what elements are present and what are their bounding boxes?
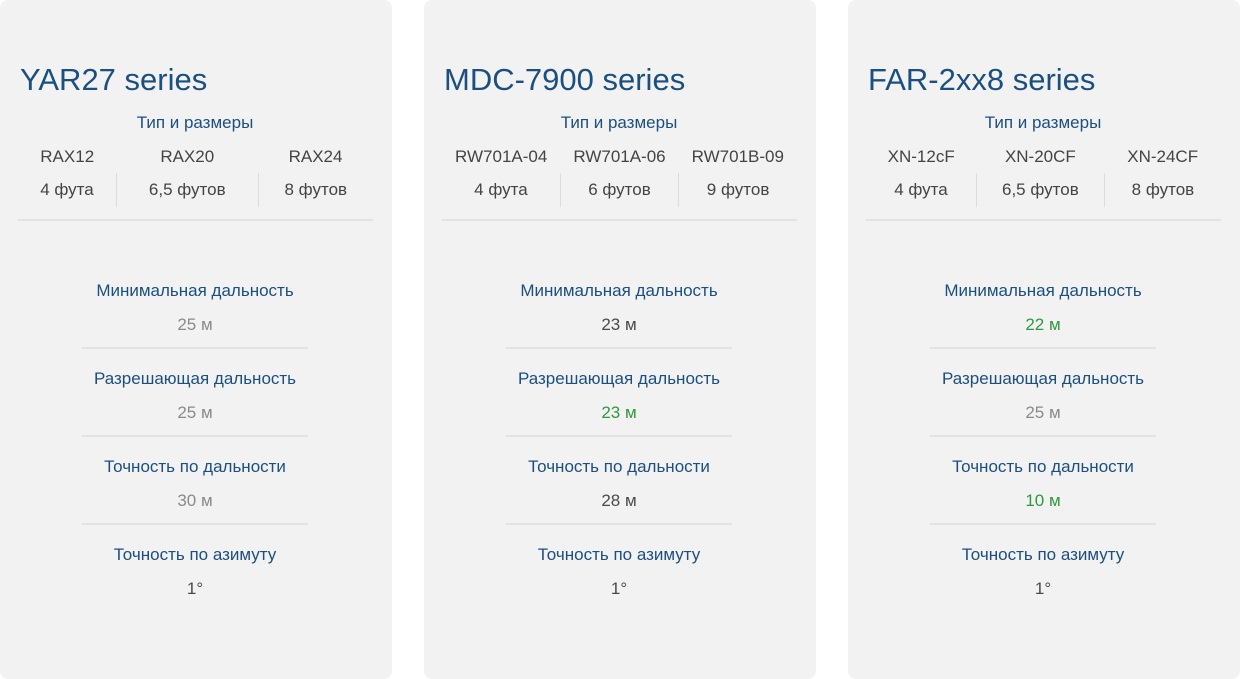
spec-value: 10 м <box>1025 491 1061 510</box>
spec-label: Разрешающая дальность <box>93 369 297 388</box>
type-name: XN-24CF <box>1127 146 1199 166</box>
type-name: RAX20 <box>160 146 215 166</box>
spec-item: Разрешающая дальность 25 м <box>82 368 308 437</box>
spec-item: Минимальная дальность 22 м <box>930 280 1156 349</box>
spec-item: Точность по дальности 30 м <box>82 456 308 525</box>
types-table: RAX12 RAX20 RAX24 4 фута 6,5 футов 8 футов <box>18 140 373 207</box>
type-size: 4 фута <box>474 180 528 199</box>
divider <box>82 523 308 525</box>
spec-value: 1° <box>1034 579 1052 598</box>
spec-item: Разрешающая дальность 23 м <box>506 368 732 437</box>
type-name: RW701B-09 <box>691 146 784 166</box>
spec-value: 30 м <box>177 491 213 510</box>
type-size: 4 фута <box>894 180 948 199</box>
divider <box>82 435 308 437</box>
type-size: 8 футов <box>257 173 373 207</box>
spec-item: Минимальная дальность 25 м <box>82 280 308 349</box>
card-title: YAR27 series <box>20 62 208 97</box>
spec-label: Разрешающая дальность <box>941 369 1145 388</box>
divider <box>506 435 732 437</box>
type-size: 4 фута <box>40 180 94 199</box>
divider <box>930 435 1156 437</box>
types-label: Тип и размеры <box>984 113 1102 132</box>
spec-item: Точность по дальности 10 м <box>930 456 1156 525</box>
type-size: 6,5 футов <box>975 173 1105 207</box>
divider <box>18 219 373 221</box>
spec-item: Минимальная дальность 23 м <box>506 280 732 349</box>
type-size: 6,5 футов <box>115 173 259 207</box>
spec-item: Точность по дальности 28 м <box>506 456 732 525</box>
types-label: Тип и размеры <box>136 113 254 132</box>
type-name: XN-12cF <box>887 146 955 166</box>
spec-label: Точность по азимуту <box>537 545 701 564</box>
divider <box>82 347 308 349</box>
card-title: FAR-2xx8 series <box>868 62 1096 97</box>
spec-label: Минимальная дальность <box>944 281 1142 300</box>
type-name: RW701A-04 <box>455 146 548 166</box>
divider <box>930 523 1156 525</box>
spec-label: Минимальная дальность <box>96 281 294 300</box>
divider <box>442 219 797 221</box>
divider <box>866 219 1221 221</box>
product-card: FAR-2xx8 series Тип и размеры XN-12cF XN-… <box>848 0 1240 679</box>
spec-value: 25 м <box>177 403 213 422</box>
spec-value: 25 м <box>1025 403 1061 422</box>
spec-item: Разрешающая дальность 25 м <box>930 368 1156 437</box>
spec-label: Точность по азимуту <box>961 545 1125 564</box>
type-size: 9 футов <box>678 173 797 207</box>
spec-label: Точность по дальности <box>952 457 1134 476</box>
type-name: RW701A-06 <box>573 146 666 166</box>
spec-value: 22 м <box>1025 315 1061 334</box>
spec-label: Точность по азимуту <box>113 545 277 564</box>
spec-value: 28 м <box>601 491 637 510</box>
divider <box>930 347 1156 349</box>
type-name: XN-20CF <box>1004 146 1076 166</box>
spec-label: Точность по дальности <box>528 457 710 476</box>
product-card: MDC-7900 series Тип и размеры RW701A-04 R… <box>424 0 816 679</box>
types-label: Тип и размеры <box>560 113 678 132</box>
type-size: 6 футов <box>559 173 679 207</box>
type-name: RAX12 <box>40 146 95 166</box>
spec-value: 1° <box>186 579 204 598</box>
type-name: RAX24 <box>288 146 343 166</box>
spec-value: 23 м <box>601 315 637 334</box>
divider <box>506 347 732 349</box>
spec-value: 1° <box>610 579 628 598</box>
spec-label: Минимальная дальность <box>520 281 718 300</box>
type-size: 8 футов <box>1103 173 1221 207</box>
spec-item: Точность по азимуту 1° <box>82 544 308 600</box>
card-title: MDC-7900 series <box>444 62 686 97</box>
types-table: XN-12cF XN-20CF XN-24CF 4 фута 6,5 футов 8 фу… <box>866 140 1221 207</box>
types-table: RW701A-04 RW701A-06 RW701B-09 4 фута 6 футов… <box>442 140 797 207</box>
divider <box>506 523 732 525</box>
spec-item: Точность по азимуту 1° <box>930 544 1156 600</box>
spec-value: 25 м <box>177 315 213 334</box>
spec-label: Разрешающая дальность <box>517 369 721 388</box>
spec-item: Точность по азимуту 1° <box>506 544 732 600</box>
spec-value: 23 м <box>601 403 637 422</box>
product-card: YAR27 series Тип и размеры RAX12 RAX20 RAX… <box>0 0 392 679</box>
spec-label: Точность по дальности <box>104 457 286 476</box>
